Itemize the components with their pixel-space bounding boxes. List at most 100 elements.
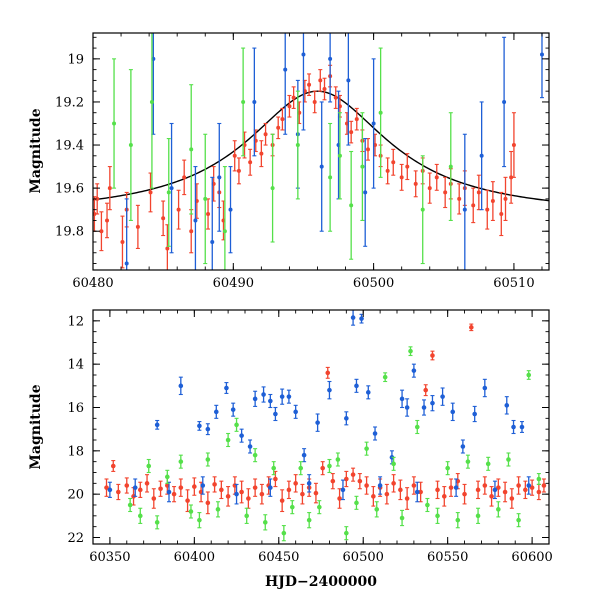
top-data-point <box>291 95 296 100</box>
bottom-data-point <box>460 444 466 449</box>
bottom-data-point <box>154 422 160 428</box>
bottom-data-point <box>286 394 292 399</box>
top-data-point <box>479 153 484 158</box>
bottom-data-point <box>137 513 143 519</box>
bottom-data-point <box>197 423 202 429</box>
bottom-data-point <box>192 484 197 489</box>
bottom-data-point <box>423 387 429 393</box>
bottom-data-point <box>213 409 219 415</box>
bottom-data-point <box>340 487 346 493</box>
top-data-point <box>405 164 410 169</box>
bottom-data-point <box>293 481 298 486</box>
bottom-x-tick-label: 60500 <box>343 550 384 565</box>
bottom-axis-ticks: 60350 60400 60450 60500 60550 60600 12 14 16 18 20… <box>67 309 553 565</box>
bottom-data-point <box>230 407 236 412</box>
top-data-point <box>270 186 275 191</box>
top-data-point <box>232 153 237 158</box>
bottom-data-point <box>408 348 413 354</box>
top-data-point <box>120 239 125 244</box>
bottom-data-point <box>300 491 305 497</box>
bottom-panel: 60350 60400 60450 60500 60550 60600 12 14 16 18 20… <box>28 309 553 590</box>
bottom-data-point <box>268 485 273 490</box>
top-data-point <box>420 207 425 212</box>
top-data-point <box>135 224 140 229</box>
top-data-point <box>448 164 453 169</box>
top-data-point <box>228 207 233 212</box>
top-data-point <box>189 147 194 152</box>
top-data-point <box>371 121 376 126</box>
top-data-point <box>287 104 292 109</box>
bottom-data-point <box>455 517 461 523</box>
bottom-data-point <box>354 500 359 506</box>
top-panel: 60480 60490 60500 60510 19 19.2 19.4 19.6 19.8 M… <box>28 32 550 291</box>
bottom-data-point <box>252 485 258 490</box>
bottom-data-point <box>246 496 251 501</box>
bottom-data-point <box>492 487 498 493</box>
bottom-data-point <box>482 385 488 391</box>
bottom-data-point <box>357 478 363 484</box>
bottom-data-point <box>448 485 454 490</box>
bottom-data-marks <box>104 310 547 542</box>
top-data-point <box>161 216 166 221</box>
bottom-data-point <box>511 424 516 430</box>
top-plot-area <box>93 33 549 270</box>
top-data-point <box>337 153 342 158</box>
top-data-point <box>248 160 253 165</box>
bottom-data-point <box>262 520 268 525</box>
top-data-point <box>203 196 208 201</box>
bottom-data-point <box>247 444 253 449</box>
bottom-data-point <box>350 315 356 320</box>
bottom-panel-frame <box>92 309 550 545</box>
bottom-data-point <box>244 513 249 519</box>
bottom-data-point <box>205 426 211 432</box>
top-series-1 <box>124 33 544 270</box>
top-data-point <box>105 218 110 223</box>
top-data-point <box>99 229 104 234</box>
bottom-data-point <box>372 431 378 436</box>
bottom-x-tick-label: 60400 <box>174 550 215 565</box>
bottom-y-tick-label: 18 <box>67 444 84 459</box>
bottom-data-point <box>475 513 481 519</box>
top-data-point <box>148 190 153 195</box>
bottom-data-point <box>391 481 396 486</box>
bottom-data-point <box>337 496 342 501</box>
top-data-point <box>222 229 227 234</box>
bottom-data-point <box>541 483 547 488</box>
top-data-point <box>354 117 359 122</box>
bottom-y-axis-title: Magnitude <box>28 384 44 469</box>
bottom-data-point <box>425 502 430 508</box>
bottom-data-point <box>224 385 229 391</box>
bottom-data-point <box>414 489 420 495</box>
bottom-data-point <box>384 491 390 497</box>
top-data-point <box>328 175 333 180</box>
bottom-data-point <box>293 409 298 415</box>
top-x-tick-label: 60500 <box>353 276 394 291</box>
bottom-data-point <box>188 509 194 514</box>
bottom-data-point <box>441 494 447 499</box>
bottom-data-point <box>445 465 450 471</box>
bottom-data-point <box>151 496 157 501</box>
bottom-data-point <box>239 433 244 438</box>
bottom-data-point <box>154 520 160 525</box>
bottom-data-point <box>450 409 456 415</box>
bottom-data-point <box>259 491 265 497</box>
top-data-point <box>318 78 323 83</box>
top-data-point <box>328 56 333 61</box>
bottom-data-point <box>315 420 320 425</box>
bottom-data-point <box>306 517 312 523</box>
bottom-data-point <box>219 487 224 493</box>
top-panel-frame <box>92 32 550 271</box>
bottom-data-point <box>127 502 133 508</box>
bottom-data-point <box>496 485 501 490</box>
top-data-point <box>391 160 396 165</box>
bottom-data-point <box>489 494 494 499</box>
bottom-data-point <box>350 472 356 477</box>
top-data-point <box>295 143 300 148</box>
bottom-data-point <box>377 483 383 488</box>
top-data-point <box>95 196 100 201</box>
top-data-point <box>165 246 170 251</box>
bottom-data-point <box>482 483 488 488</box>
bottom-data-point <box>371 494 376 499</box>
top-data-point <box>399 175 404 180</box>
bottom-data-point <box>205 457 211 462</box>
